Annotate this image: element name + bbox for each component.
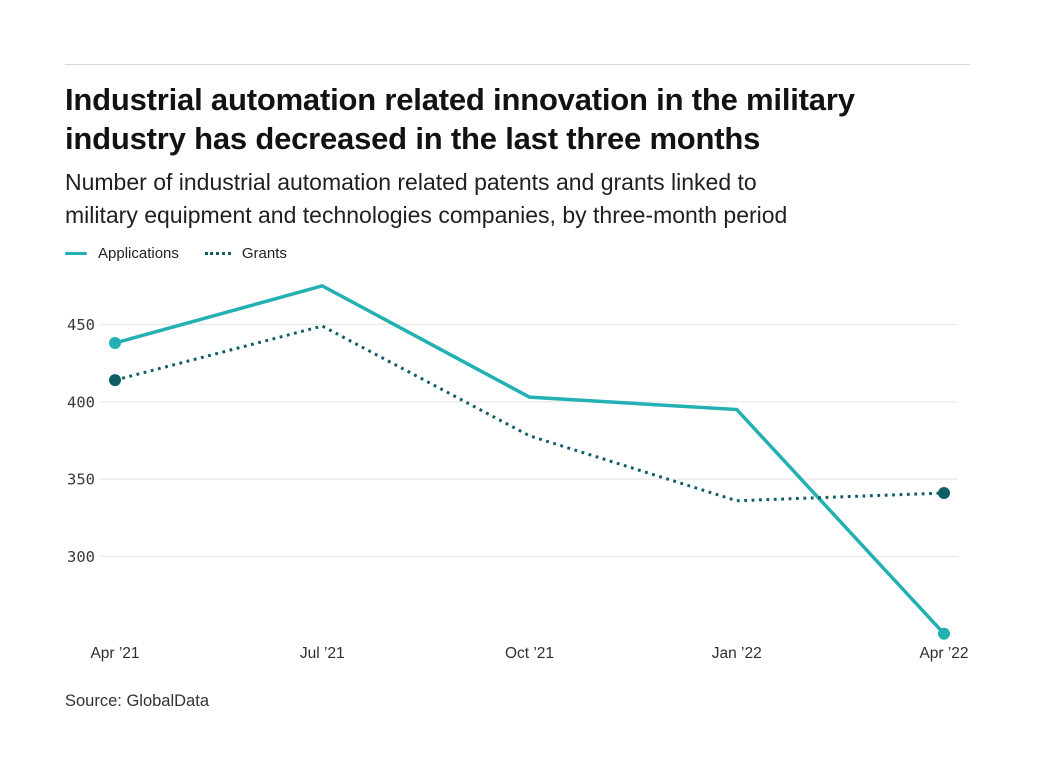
x-tick-label: Jul ’21 [300,645,345,662]
grants-line [114,324,945,503]
grants-line-swatch [204,252,231,255]
applications-line [114,283,946,635]
chart-subtitle-line-1: Number of industrial automation related … [65,169,757,195]
line-chart: 450 400 350 300 Apr ’21 Jul ’21 Oct ’21 Jan ’22… [67,283,969,662]
grants-endpoint-marker [938,487,950,500]
chart-subtitle-line-2: military equipment and technologies comp… [65,202,788,228]
applications-endpoint-marker [109,337,121,350]
y-tick-label: 300 [67,548,95,566]
legend-item-applications: Applications [65,245,179,262]
page-title-line-1: Industrial automation related innovation… [65,82,855,117]
applications-endpoint-marker [938,627,950,640]
x-tick-label: Apr ’21 [90,645,139,662]
x-tick-label: Oct ’21 [505,645,554,662]
chart-legend: Applications Grants [65,245,287,262]
source-attribution: Source: GlobalData [65,692,209,710]
grants-endpoint-marker [109,374,121,387]
applications-line-swatch [65,251,87,256]
top-divider [65,64,970,65]
page-title-line-2: industry has decreased in the last three… [65,121,761,156]
page-title: Industrial automation related innovation… [65,80,855,158]
x-tick-label: Jan ’22 [712,645,762,662]
legend-label-grants: Grants [241,245,287,262]
chart-subtitle: Number of industrial automation related … [65,166,787,232]
y-tick-label: 400 [67,393,95,411]
y-tick-label: 350 [67,471,95,489]
legend-item-grants: Grants [204,245,287,262]
x-tick-label: Apr ’22 [919,645,968,662]
legend-label-applications: Applications [98,245,179,262]
y-tick-label: 450 [67,316,95,334]
